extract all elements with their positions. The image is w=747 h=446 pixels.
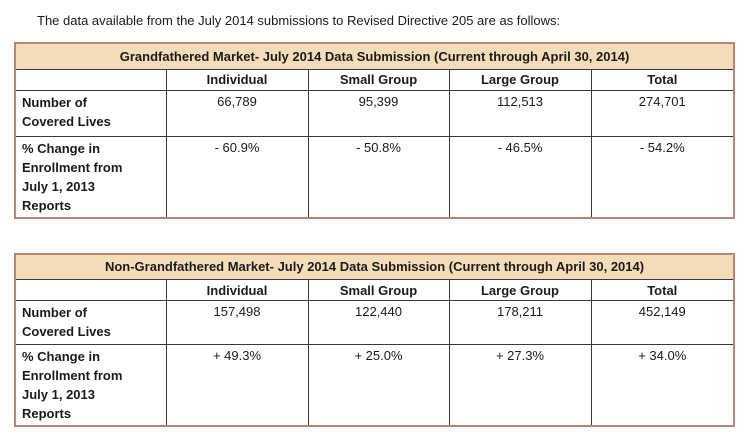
data-cell: - 50.8% — [307, 135, 450, 218]
column-header-total: Total — [590, 68, 735, 91]
column-header-small-group: Small Group — [307, 68, 450, 91]
data-cell: 122,440 — [307, 300, 450, 345]
data-cell: - 54.2% — [590, 135, 735, 218]
column-header-row: Individual Small Group Large Group Total — [14, 279, 735, 301]
row-label: % Change in Enrollment from July 1, 2013… — [14, 344, 167, 427]
data-cell: 274,701 — [590, 89, 735, 137]
table-row: Number of Covered Lives 66,789 95,399 11… — [14, 89, 735, 137]
data-cell: - 46.5% — [448, 135, 592, 218]
column-header-large-group: Large Group — [448, 279, 592, 301]
column-header-total: Total — [590, 279, 735, 301]
table-row: % Change in Enrollment from July 1, 2013… — [14, 344, 735, 427]
corner-cell — [14, 279, 167, 301]
data-cell: + 27.3% — [448, 344, 592, 427]
table-title: Non-Grandfathered Market- July 2014 Data… — [14, 253, 735, 280]
table-title: Grandfathered Market- July 2014 Data Sub… — [14, 42, 735, 70]
data-cell: 178,211 — [448, 300, 592, 345]
data-cell: + 34.0% — [590, 344, 735, 427]
column-header-individual: Individual — [165, 68, 309, 91]
data-cell: 95,399 — [307, 89, 450, 137]
row-label: Number of Covered Lives — [14, 89, 167, 137]
column-header-individual: Individual — [165, 279, 309, 301]
data-cell: 112,513 — [448, 89, 592, 137]
grandfathered-table: Grandfathered Market- July 2014 Data Sub… — [14, 42, 736, 219]
data-cell: 66,789 — [165, 89, 309, 137]
non-grandfathered-table: Non-Grandfathered Market- July 2014 Data… — [14, 252, 736, 427]
data-cell: 157,498 — [165, 300, 309, 345]
table-row: % Change in Enrollment from July 1, 2013… — [14, 135, 735, 218]
table-title-row: Grandfathered Market- July 2014 Data Sub… — [14, 42, 735, 70]
column-header-small-group: Small Group — [307, 279, 450, 301]
intro-text: The data available from the July 2014 su… — [37, 13, 561, 28]
data-cell: - 60.9% — [165, 135, 309, 218]
column-header-large-group: Large Group — [448, 68, 592, 91]
row-label: % Change in Enrollment from July 1, 2013… — [14, 135, 167, 218]
corner-cell — [14, 68, 167, 91]
data-cell: + 49.3% — [165, 344, 309, 427]
column-header-row: Individual Small Group Large Group Total — [14, 68, 735, 91]
table-title-row: Non-Grandfathered Market- July 2014 Data… — [14, 253, 735, 280]
row-label: Number of Covered Lives — [14, 300, 167, 345]
data-cell: + 25.0% — [307, 344, 450, 427]
data-cell: 452,149 — [590, 300, 735, 345]
table-row: Number of Covered Lives 157,498 122,440 … — [14, 300, 735, 345]
